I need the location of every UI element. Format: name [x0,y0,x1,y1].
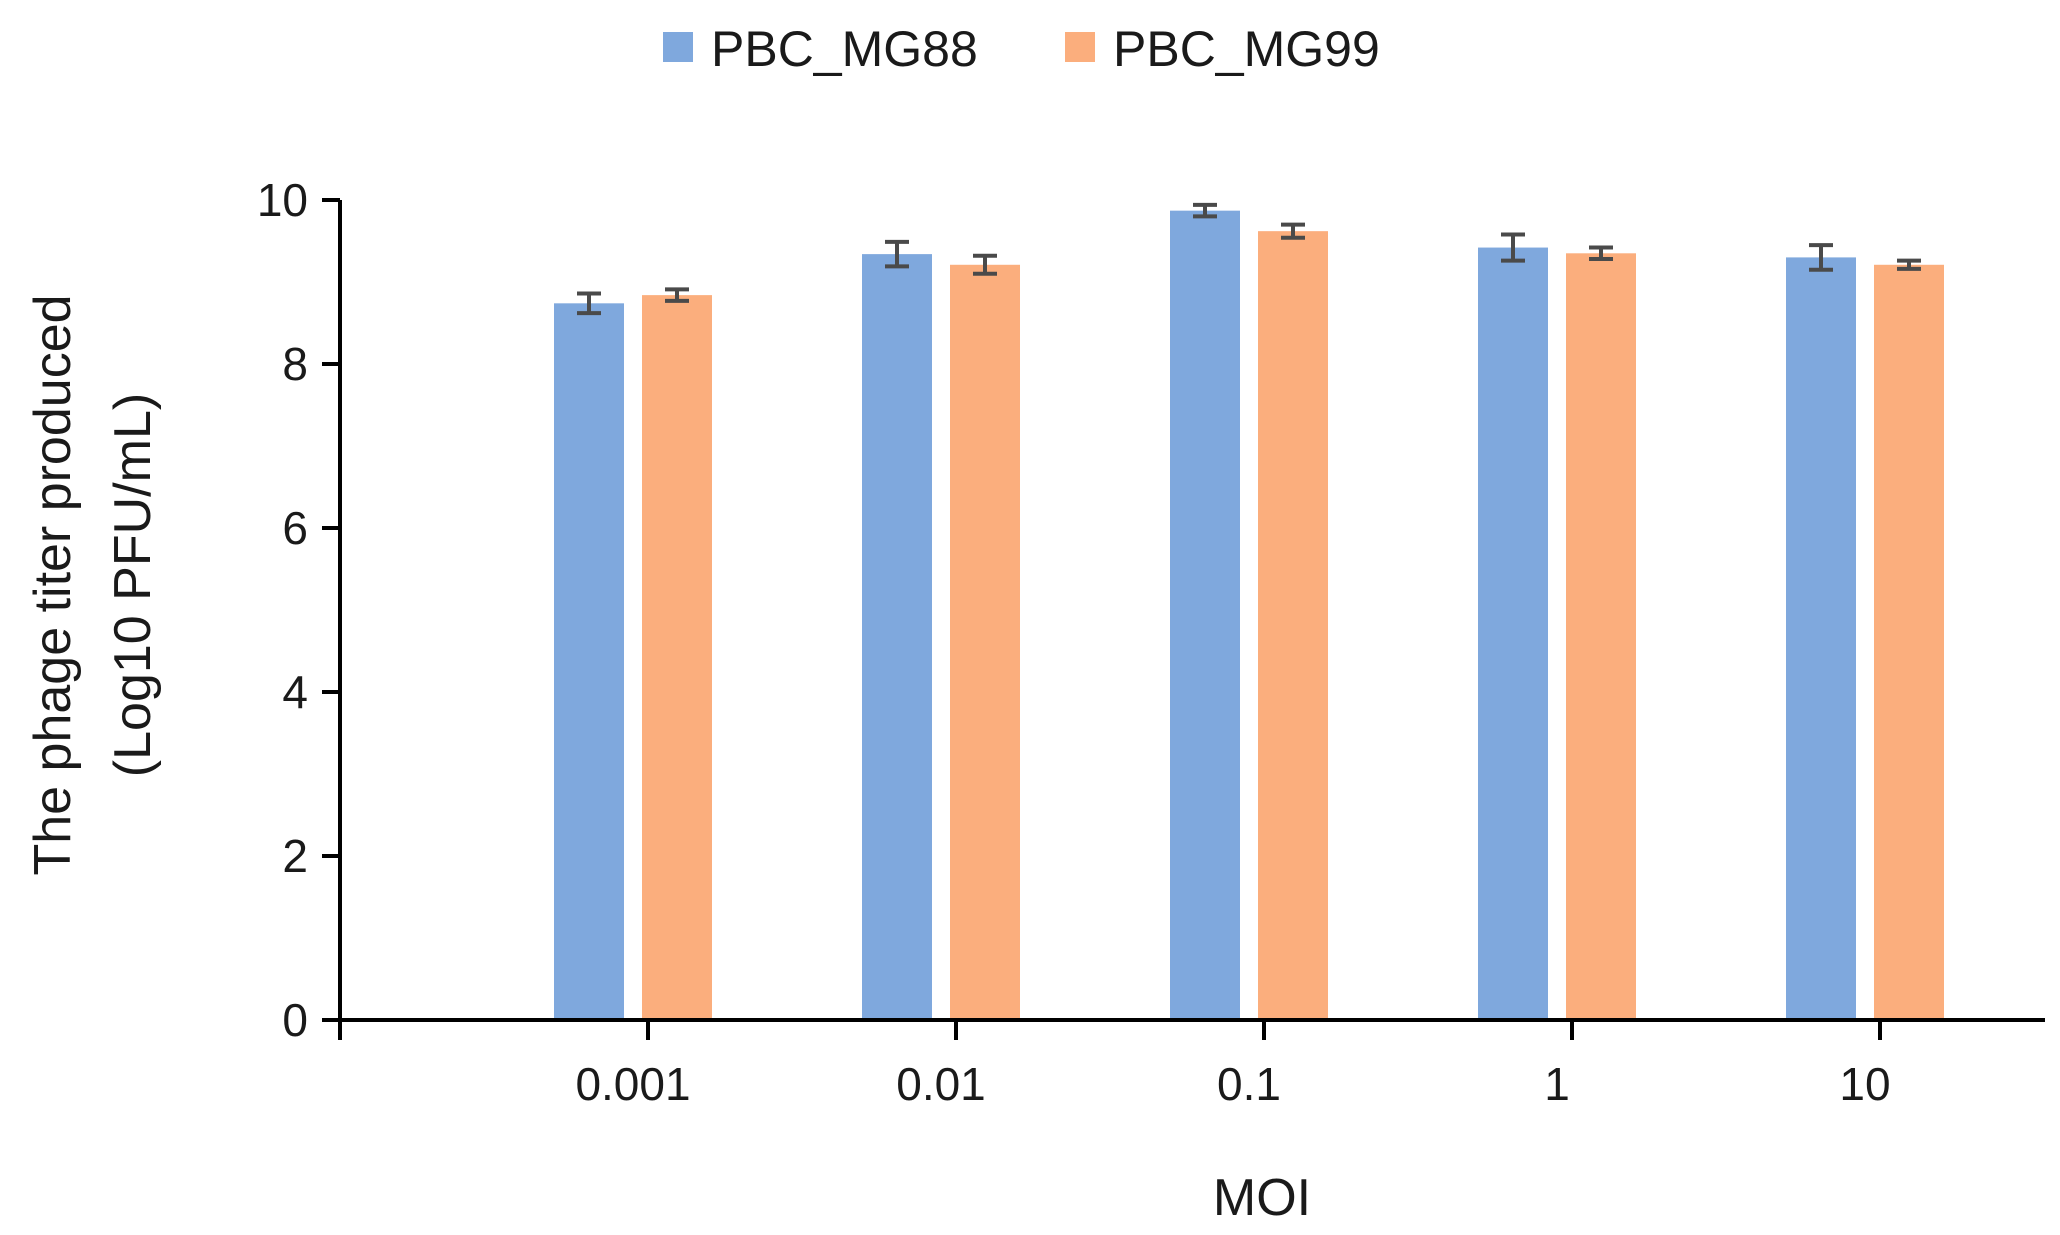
bar-PBC_MG99-1 [1566,253,1636,1021]
bar-PBC_MG99-0.01 [950,264,1020,1020]
x-tick-label: 10 [1839,1058,1890,1110]
bar-PBC_MG99-0.1 [1258,231,1328,1020]
bar-PBC_MG88-10 [1786,257,1856,1020]
bars-group [554,210,1944,1021]
bar-PBC_MG88-1 [1478,247,1548,1020]
y-axis: 0 2 4 6 8 10 [257,174,342,1046]
y-axis-title: The phage titer produced (Log10 PFU/mL) [24,294,162,875]
x-tick-label: 0.01 [896,1058,986,1110]
y-tick-label: 0 [282,994,308,1046]
legend-swatch [1065,32,1095,62]
bar-PBC_MG88-0.01 [862,254,932,1020]
y-axis-title-line: (Log10 PFU/mL) [104,393,162,777]
error-bars-group [577,202,1921,316]
x-tick-label: 0.001 [575,1058,690,1110]
bar-PBC_MG99-0.001 [642,295,712,1020]
y-tick-label: 10 [257,174,308,226]
legend-swatch [663,32,693,62]
legend: PBC_MG88 PBC_MG99 [663,21,1380,77]
x-tick-label: 0.1 [1217,1058,1281,1110]
bar-PBC_MG99-10 [1874,264,1944,1020]
x-tick-label: 1 [1544,1058,1570,1110]
y-axis-title-line: The phage titer produced [24,294,82,875]
legend-label: PBC_MG99 [1113,21,1380,77]
legend-label: PBC_MG88 [711,21,978,77]
y-tick-label: 8 [282,338,308,390]
x-axis: 0.001 0.01 0.1 1 10 [338,1018,2045,1110]
bar-PBC_MG88-0.001 [554,303,624,1020]
x-axis-title: MOI [1213,1169,1311,1227]
y-tick-label: 4 [282,666,308,718]
bar-PBC_MG88-0.1 [1170,210,1240,1020]
y-tick-label: 6 [282,502,308,554]
y-tick-label: 2 [282,830,308,882]
